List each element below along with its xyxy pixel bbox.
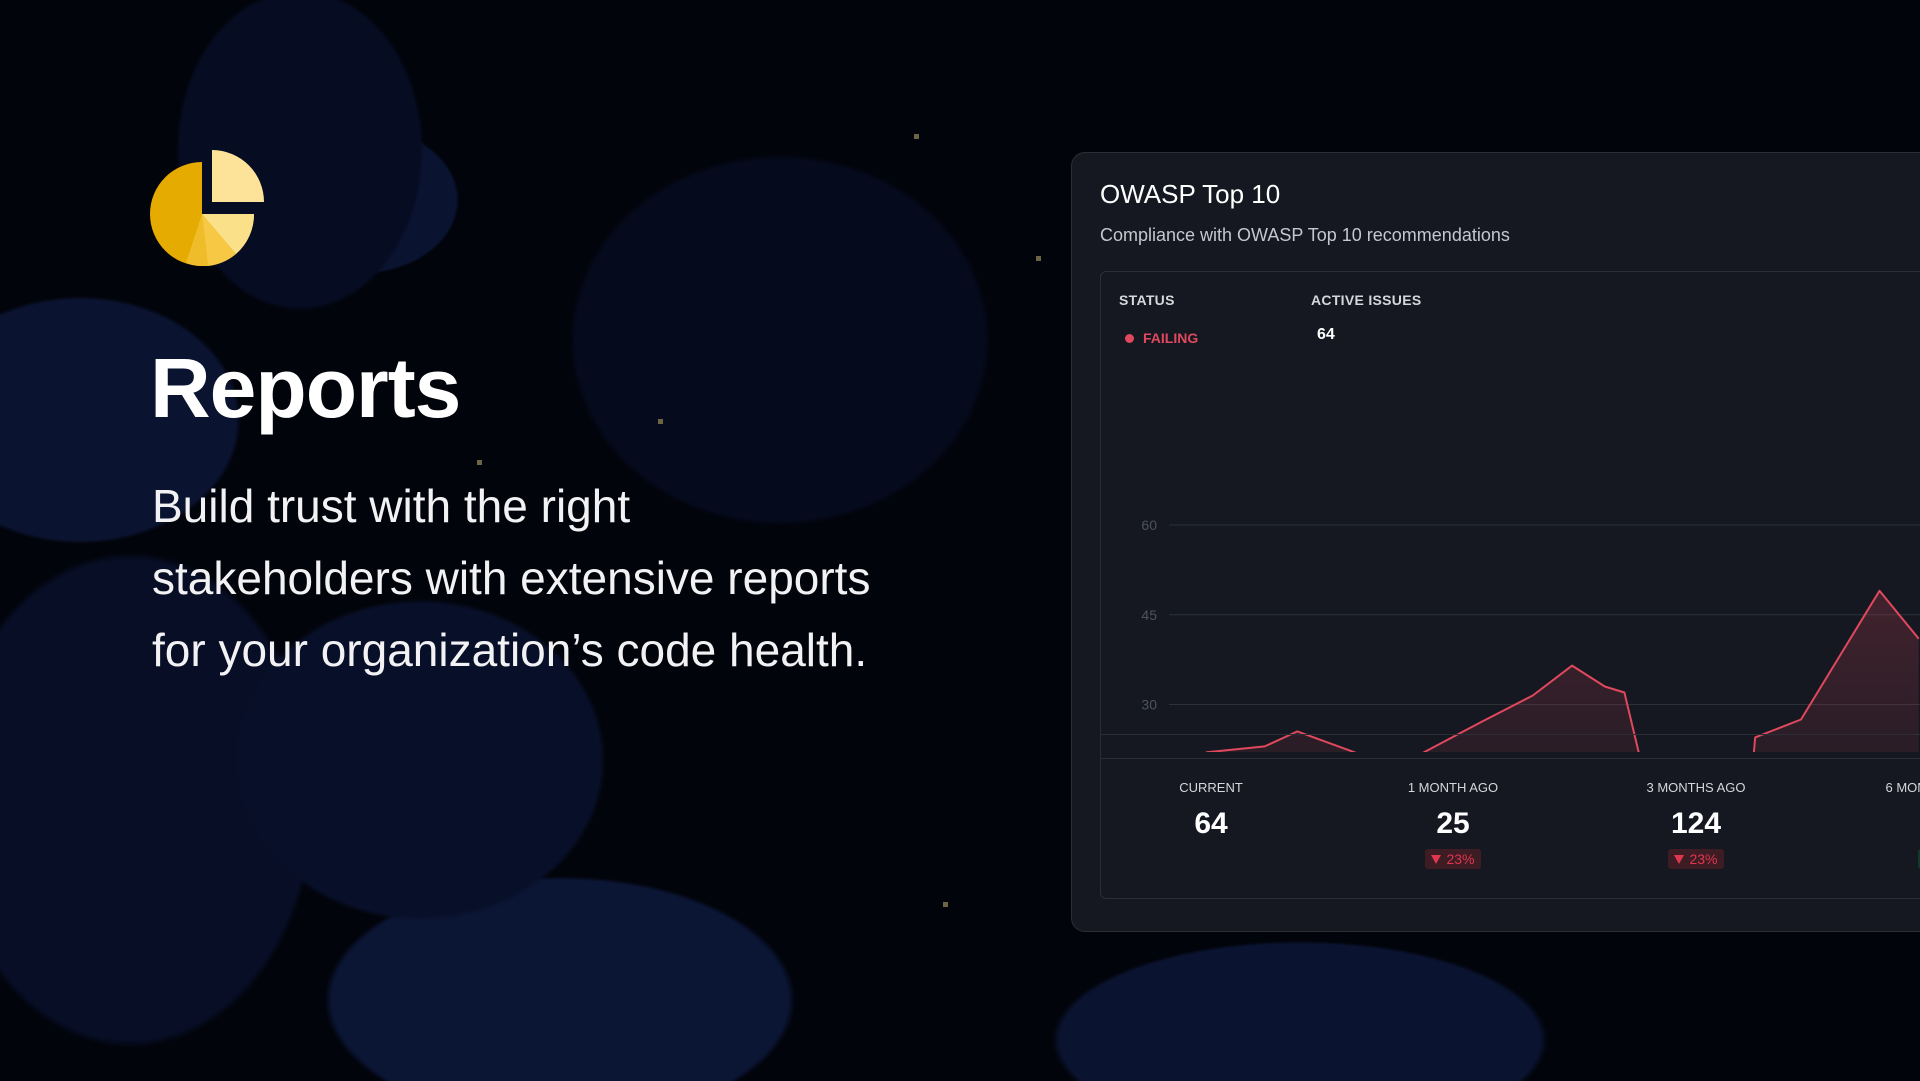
- star: [658, 419, 663, 424]
- status-badge: FAILING: [1125, 330, 1198, 346]
- change-badge: 23%: [1668, 849, 1724, 869]
- y-tick-label: 60: [1141, 517, 1157, 533]
- pie-chart-icon: [150, 150, 264, 266]
- star: [477, 460, 482, 465]
- owasp-report-card: OWASP Top 10 Compliance with OWASP Top 1…: [1071, 152, 1920, 932]
- change-value: 23%: [1689, 851, 1718, 867]
- stat-label: 1 MONTH AGO: [1407, 780, 1499, 795]
- star: [943, 902, 948, 907]
- stat-value: 25: [1436, 807, 1470, 840]
- stat-value: 124: [1670, 807, 1722, 840]
- stat-3-months-ago: 3 MONTHS AGO 124 23%: [1596, 780, 1796, 869]
- change-value: 23%: [1446, 851, 1475, 867]
- stat-6-months-ago: 6 MONTHS AGO 8 4: [1835, 780, 1920, 869]
- stat-value: 8: [1835, 807, 1920, 841]
- star: [914, 134, 919, 139]
- stat-label: CURRENT: [1179, 780, 1243, 795]
- status-label: STATUS: [1119, 292, 1175, 308]
- page-description: Build trust with the right stakeholders …: [152, 480, 871, 676]
- divider: [1101, 758, 1920, 759]
- active-issues-label: ACTIVE ISSUES: [1311, 292, 1422, 308]
- stat-value: 64: [1194, 807, 1228, 840]
- stat-label: 3 MONTHS AGO: [1646, 780, 1746, 795]
- stat-current: CURRENT 64: [1111, 780, 1311, 841]
- divider: [1101, 734, 1920, 735]
- card-title: OWASP Top 10: [1100, 179, 1281, 209]
- star: [1036, 256, 1041, 261]
- stat-1-month-ago: 1 MONTH AGO 25 23%: [1353, 780, 1553, 869]
- active-issues-value: 64: [1317, 326, 1335, 343]
- page-title: Reports: [150, 341, 461, 435]
- card-subtitle: Compliance with OWASP Top 10 recommendat…: [1100, 225, 1510, 245]
- stat-label: 6 MONTHS AGO: [1885, 780, 1920, 795]
- report-panel: STATUS FAILING ACTIVE ISSUES 64 01530456…: [1100, 271, 1920, 899]
- change-badge: 4: [1917, 849, 1920, 869]
- series-line: [1205, 589, 1920, 752]
- y-tick-label: 45: [1141, 607, 1157, 623]
- triangle-down-icon: [1674, 854, 1685, 864]
- change-badge: 23%: [1425, 849, 1481, 869]
- y-tick-label: 30: [1141, 697, 1157, 713]
- triangle-down-icon: [1431, 854, 1442, 864]
- series-area: [1209, 590, 1919, 752]
- issues-chart: 015304560JanFebMarApr: [1141, 517, 1920, 752]
- status-value: FAILING: [1143, 330, 1199, 346]
- status-dot-icon: [1125, 333, 1134, 343]
